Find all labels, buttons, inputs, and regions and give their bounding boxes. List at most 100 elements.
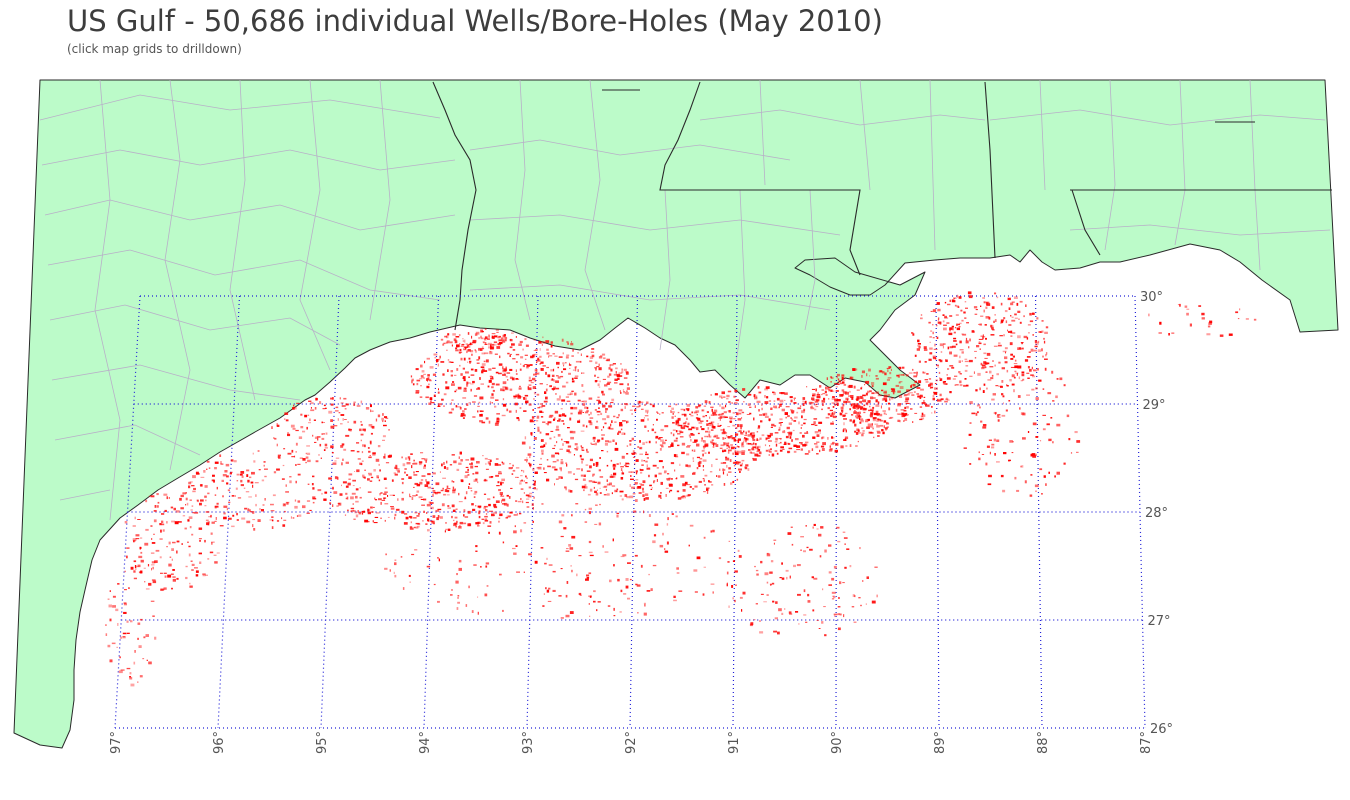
- well-marker: [642, 487, 644, 491]
- well-marker: [601, 437, 604, 440]
- grid-cell[interactable]: [735, 404, 836, 512]
- well-marker: [404, 468, 407, 470]
- well-marker: [595, 461, 599, 465]
- well-marker: [533, 353, 538, 356]
- well-marker: [670, 410, 672, 413]
- grid-cell[interactable]: [321, 620, 428, 728]
- grid-cell[interactable]: [636, 296, 737, 404]
- well-marker: [546, 478, 550, 482]
- grid-cell[interactable]: [218, 620, 326, 728]
- well-marker: [129, 676, 131, 678]
- well-marker: [171, 548, 174, 551]
- well-marker: [138, 555, 143, 559]
- grid-cell[interactable]: [530, 512, 634, 620]
- grid-cell[interactable]: [733, 620, 836, 728]
- grid-cell[interactable]: [121, 512, 229, 620]
- well-marker: [466, 383, 469, 387]
- well-marker: [924, 361, 927, 363]
- grid-cell[interactable]: [234, 296, 339, 404]
- longitude-label: 97°: [109, 731, 124, 754]
- well-marker: [528, 379, 532, 382]
- grid-cell[interactable]: [736, 296, 837, 404]
- drilldown-grid-cells[interactable]: [115, 296, 1145, 728]
- well-marker: [344, 419, 347, 420]
- well-marker: [174, 521, 179, 525]
- grid-cell[interactable]: [527, 620, 632, 728]
- well-marker: [759, 451, 762, 455]
- well-marker: [719, 404, 721, 407]
- well-marker: [778, 406, 780, 409]
- grid-cell[interactable]: [836, 620, 939, 728]
- well-marker: [929, 347, 933, 350]
- well-marker: [874, 423, 879, 425]
- well-marker: [719, 447, 723, 449]
- well-marker: [297, 473, 301, 476]
- well-marker: [644, 415, 649, 417]
- grid-cell[interactable]: [424, 620, 530, 728]
- grid-cell[interactable]: [938, 620, 1042, 728]
- well-marker: [750, 443, 754, 446]
- grid-cell[interactable]: [630, 620, 734, 728]
- well-marker: [660, 497, 662, 499]
- well-marker: [991, 306, 995, 309]
- well-marker: [732, 560, 735, 562]
- well-marker: [459, 407, 462, 410]
- grid-cell[interactable]: [535, 296, 637, 404]
- grid-cell[interactable]: [1040, 620, 1145, 728]
- well-marker: [252, 511, 255, 514]
- well-marker: [343, 448, 347, 451]
- grid-cell[interactable]: [1039, 512, 1143, 620]
- grid-cell[interactable]: [937, 404, 1039, 512]
- well-marker: [711, 439, 714, 441]
- well-marker: [527, 386, 529, 389]
- well-marker: [722, 449, 724, 453]
- grid-cell[interactable]: [335, 296, 439, 404]
- well-marker: [673, 599, 677, 602]
- well-marker: [284, 510, 286, 513]
- well-marker: [359, 462, 363, 465]
- grid-cell[interactable]: [1036, 296, 1138, 404]
- grid-cell[interactable]: [632, 512, 735, 620]
- well-marker: [735, 399, 739, 402]
- well-marker: [456, 607, 459, 610]
- well-marker: [447, 528, 451, 531]
- well-marker: [832, 396, 835, 398]
- well-marker: [676, 572, 680, 574]
- well-marker: [410, 521, 412, 524]
- well-marker: [1013, 376, 1016, 379]
- well-marker: [944, 301, 947, 304]
- well-marker: [609, 579, 612, 583]
- well-marker: [281, 478, 285, 480]
- well-marker: [464, 475, 468, 479]
- well-marker: [291, 449, 294, 453]
- well-marker: [251, 471, 255, 475]
- well-marker: [764, 572, 769, 576]
- well-marker: [385, 462, 390, 464]
- well-marker: [685, 464, 688, 467]
- grid-cell[interactable]: [223, 512, 330, 620]
- well-marker: [677, 423, 680, 427]
- well-marker: [1027, 431, 1030, 433]
- well-marker: [426, 385, 430, 389]
- well-marker: [750, 432, 755, 434]
- well-marker: [360, 439, 362, 442]
- grid-cell[interactable]: [134, 296, 240, 404]
- well-marker: [997, 419, 1000, 422]
- grid-cell[interactable]: [229, 404, 335, 512]
- grid-cell[interactable]: [1037, 404, 1140, 512]
- well-marker: [811, 405, 813, 407]
- grid-cell[interactable]: [938, 512, 1041, 620]
- well-marker: [865, 419, 867, 421]
- well-marker: [561, 438, 563, 441]
- well-marker: [760, 420, 763, 423]
- well-marker: [464, 496, 467, 500]
- well-marker: [463, 389, 467, 392]
- well-marker: [440, 361, 445, 363]
- well-marker: [384, 519, 386, 522]
- well-marker: [831, 415, 834, 417]
- well-marker: [556, 441, 558, 444]
- well-marker: [865, 603, 867, 605]
- grid-cell[interactable]: [836, 512, 938, 620]
- well-marker: [834, 449, 838, 453]
